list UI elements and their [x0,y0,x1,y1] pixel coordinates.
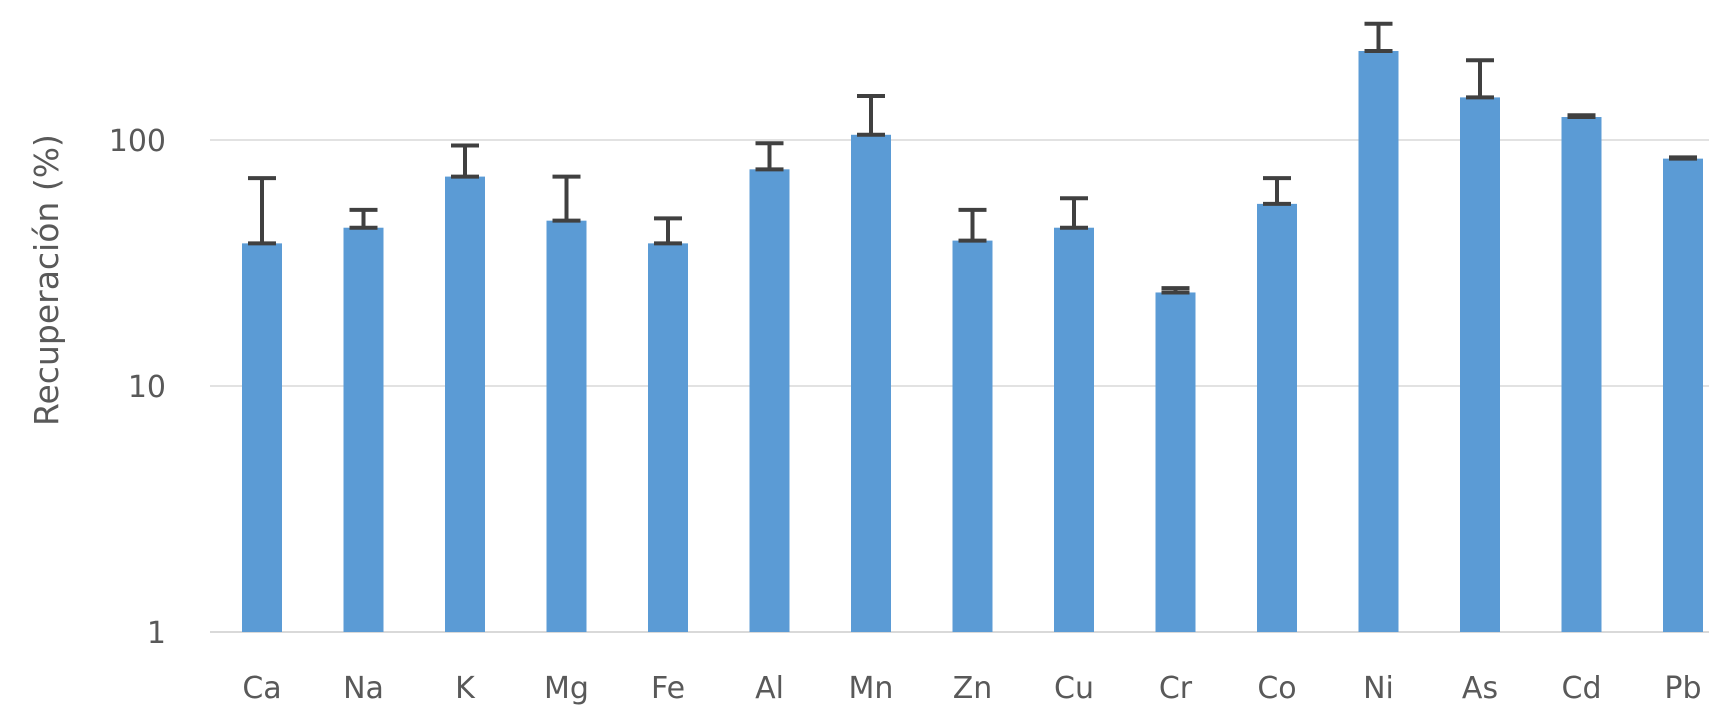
bar-ni [1358,51,1399,632]
bar-pb [1663,158,1703,632]
x-category-label: Zn [953,671,993,705]
x-category-label: Ni [1363,671,1394,705]
bar-mn [851,134,891,633]
x-category-label: Mg [544,671,589,705]
y-tick-label: 10 [128,370,166,405]
bar-as [1460,97,1500,632]
y-axis-label: Recuperación (%) [27,134,66,426]
x-category-label: K [455,671,476,705]
bar-fe [648,243,688,632]
bar-cr [1155,292,1196,632]
bar-zn [952,240,993,632]
x-category-label: Na [343,671,384,705]
bar-cd [1561,117,1602,633]
x-category-label: Fe [651,671,685,705]
x-category-label: Co [1257,671,1296,705]
bar-na [343,227,384,633]
x-category-label: Al [755,671,784,705]
x-category-label: As [1462,671,1498,705]
bars [242,51,1703,633]
bar-cu [1054,227,1094,633]
x-category-label: Pb [1664,671,1701,705]
x-axis-categories: Ca Na K Mg Fe Al Mn Zn Cu Cr Co Ni As Cd Pb [242,671,1701,705]
y-tick-label: 100 [109,124,166,159]
y-tick-label: 1 [147,616,166,651]
bar-mg [546,220,587,632]
x-category-label: Ca [242,671,281,705]
bar-al [749,169,790,632]
x-category-label: Cu [1054,671,1094,705]
x-category-label: Mn [849,671,894,705]
bar-co [1257,203,1297,632]
y-axis-ticks: 1 10 100 [109,124,166,651]
x-category-label: Cd [1562,671,1602,705]
bar-k [445,176,485,632]
error-bars [248,21,1697,295]
bar-ca [242,243,282,632]
x-category-label: Cr [1159,671,1193,705]
